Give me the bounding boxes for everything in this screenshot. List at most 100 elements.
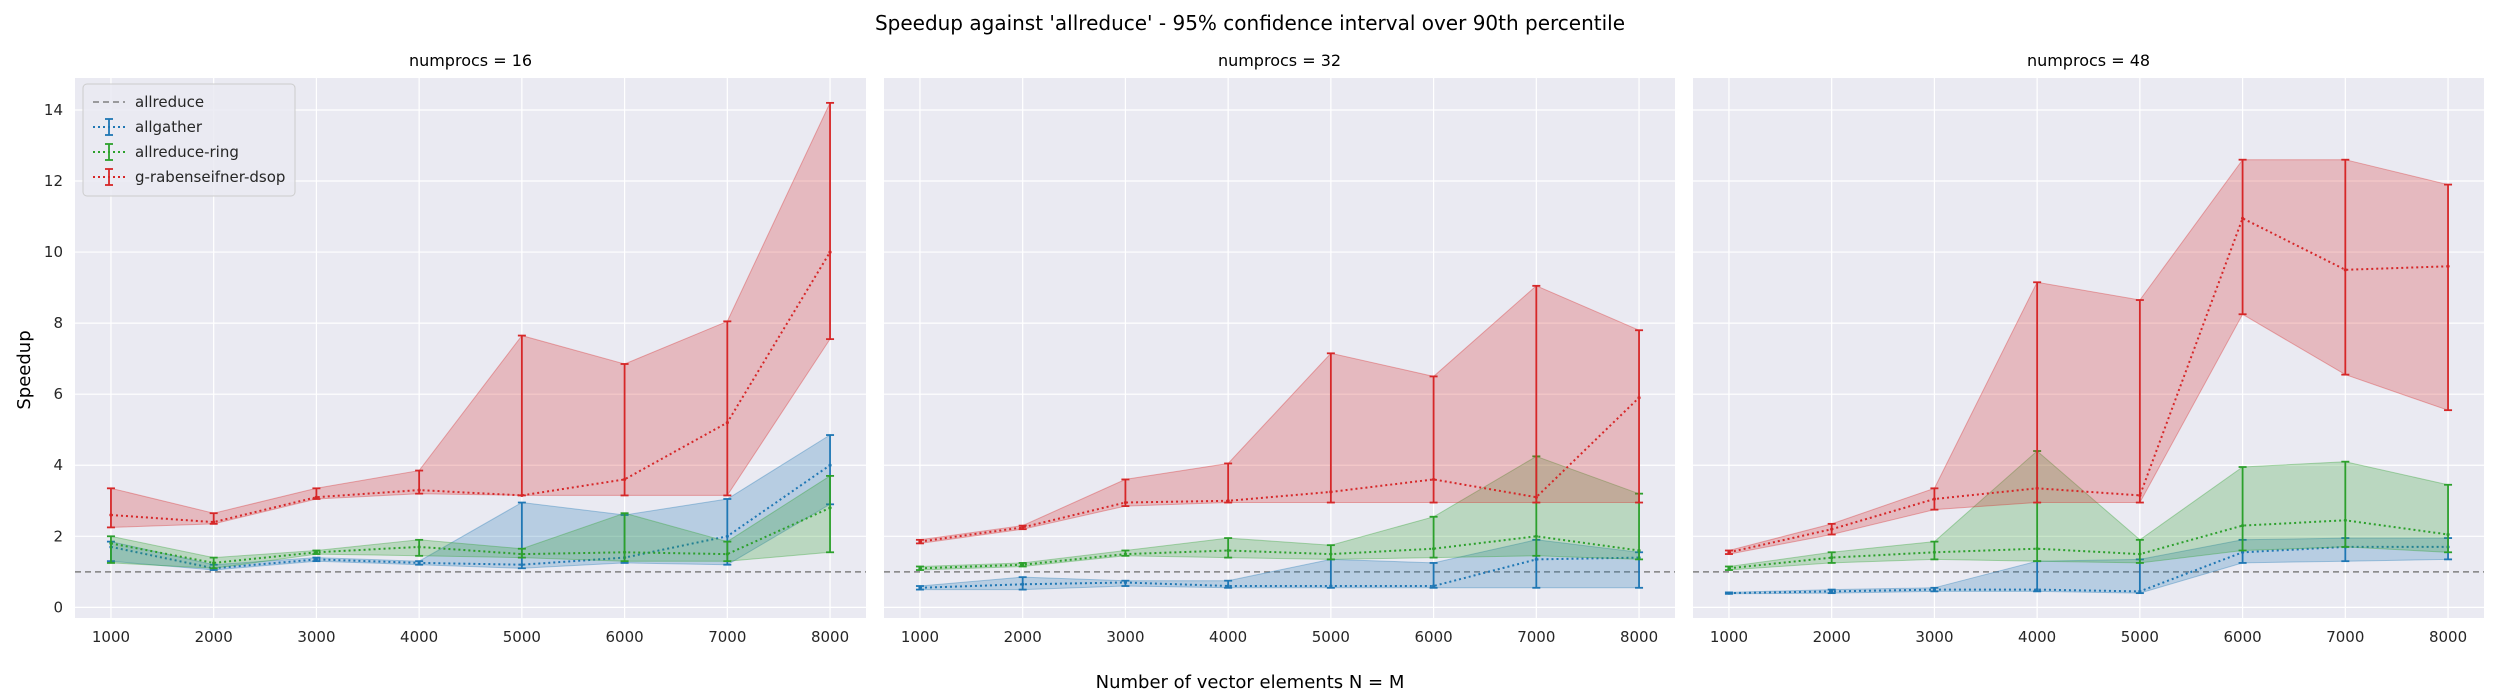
- y-tick-label: 8: [53, 314, 63, 332]
- legend-label: allgather: [135, 118, 203, 136]
- line-g-rabenseifner-dsop: [110, 251, 831, 524]
- data-point: [1932, 550, 1937, 554]
- data-point: [725, 534, 729, 538]
- line-allreduce-ring: [919, 535, 1640, 570]
- legend-item-g-rabenseifner-dsop: g-rabenseifner-dsop: [93, 168, 285, 186]
- x-tick-label: 2000: [1004, 628, 1042, 646]
- data-point: [2240, 524, 2245, 528]
- series-allgather: [1724, 537, 2453, 595]
- x-tick-label: 4000: [400, 628, 438, 646]
- data-point: [1226, 548, 1230, 553]
- data-point: [1431, 477, 1436, 482]
- data-point: [2138, 493, 2142, 498]
- x-tick-label: 2000: [195, 628, 233, 646]
- data-point: [2035, 547, 2039, 551]
- line-g-rabenseifner-dsop: [919, 396, 1640, 543]
- series-allreduce-ring: [1724, 450, 2453, 571]
- data-point: [314, 557, 319, 561]
- data-point: [1830, 527, 1834, 531]
- legend-box: [82, 83, 296, 197]
- x-tick-label: 1000: [92, 628, 130, 646]
- panel-2: numprocs = 32 1000 2000 3000 4000 5000 6000 700…: [884, 51, 1675, 646]
- data-point: [1021, 563, 1025, 567]
- data-point: [1431, 584, 1436, 588]
- line-allgather: [1728, 545, 2448, 595]
- legend-item-allreduce: allreduce: [93, 93, 204, 111]
- data-point: [1123, 552, 1128, 556]
- data-point: [828, 250, 832, 254]
- panel-title: numprocs = 32: [1218, 51, 1341, 70]
- data-point: [314, 495, 319, 499]
- x-tick-label: 5000: [503, 628, 541, 646]
- data-point: [918, 586, 922, 590]
- x-tick-label: 7000: [1517, 628, 1555, 646]
- data-point: [417, 561, 421, 565]
- data-point: [1021, 525, 1025, 530]
- y-tick-label: 10: [44, 243, 63, 261]
- data-point: [1727, 591, 1731, 595]
- legend-label: allreduce-ring: [135, 143, 239, 161]
- x-axis-label: Number of vector elements N = M: [1096, 672, 1405, 693]
- y-axis-label: Speedup: [14, 330, 35, 409]
- x-tick-label: 5000: [1312, 628, 1350, 646]
- data-point: [1637, 548, 1641, 553]
- data-point: [2138, 589, 2142, 593]
- panel-3: numprocs = 48 1000 2000 3000 4000 5000 6000 700…: [1693, 51, 2484, 646]
- x-tick-label: 1000: [1710, 628, 1748, 646]
- x-tick-label: 2000: [1813, 628, 1851, 646]
- x-tick-label: 8000: [1620, 628, 1658, 646]
- data-point: [417, 488, 421, 492]
- data-point: [1226, 584, 1230, 588]
- figure-title: Speedup against 'allreduce' - 95% confid…: [875, 11, 1625, 35]
- panel-title: numprocs = 48: [2027, 51, 2150, 70]
- data-point: [520, 563, 524, 567]
- x-tick-label: 1000: [901, 628, 939, 646]
- data-point: [2240, 550, 2245, 554]
- data-point: [2035, 486, 2039, 490]
- data-point: [1431, 547, 1436, 551]
- data-point: [1932, 587, 1937, 592]
- x-tick-label: 6000: [2223, 628, 2261, 646]
- x-tick-label: 3000: [297, 628, 335, 646]
- line-allreduce-ring: [110, 506, 831, 564]
- x-tick-label: 3000: [1915, 628, 1953, 646]
- data-point: [2343, 518, 2347, 522]
- x-tick-label: 7000: [708, 628, 746, 646]
- data-point: [1329, 490, 1333, 494]
- x-tick-label: 5000: [2121, 628, 2159, 646]
- data-point: [918, 540, 922, 544]
- data-point: [417, 545, 421, 549]
- data-point: [725, 421, 729, 425]
- y-tick-label: 2: [53, 527, 63, 545]
- data-point: [2138, 552, 2142, 556]
- data-point: [1727, 566, 1731, 570]
- data-point: [1727, 550, 1731, 554]
- data-point: [1534, 557, 1538, 561]
- line-allreduce-ring: [1728, 519, 2449, 570]
- data-point: [1123, 500, 1128, 505]
- y-tick-label: 12: [44, 172, 63, 190]
- data-point: [622, 477, 627, 482]
- data-point: [1830, 589, 1834, 593]
- legend-item-allgather: allgather: [93, 118, 203, 136]
- data-point: [1534, 534, 1538, 538]
- x-tick-label: 3000: [1106, 628, 1144, 646]
- x-tick-label: 7000: [2326, 628, 2364, 646]
- x-tick-label: 4000: [2018, 628, 2056, 646]
- data-point: [622, 550, 627, 554]
- data-point: [212, 520, 216, 524]
- data-point: [1021, 582, 1025, 586]
- data-point: [212, 561, 216, 565]
- panel-1: numprocs = 16 1000 2000 3000 4000 5000 6000 700…: [44, 51, 866, 646]
- chart-panels: numprocs = 16 1000 2000 3000 4000 5000 6000 700…: [44, 51, 2484, 646]
- y-tick-label: 14: [44, 101, 63, 119]
- x-tick-label: 6000: [605, 628, 643, 646]
- x-tick-label: 8000: [811, 628, 849, 646]
- series-g-rabenseifner-dsop: [915, 284, 1644, 545]
- data-point: [1830, 556, 1834, 560]
- y-tick-label: 0: [53, 598, 63, 616]
- data-point: [918, 566, 922, 570]
- data-point: [828, 506, 832, 510]
- data-point: [1932, 497, 1937, 501]
